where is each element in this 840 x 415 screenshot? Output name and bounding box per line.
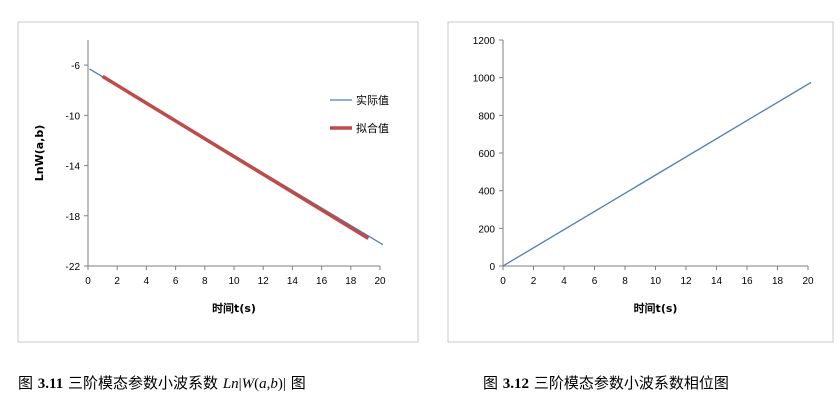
right-x-axis-label: 时间t(s) <box>634 301 678 315</box>
right-caption-text: 三阶模态参数小波系数相位图 <box>533 374 729 392</box>
right-y-tick-label: 1200 <box>473 36 496 47</box>
left-legend-label-1: 拟合值 <box>356 121 389 135</box>
right-y-tick-label: 1000 <box>473 74 496 85</box>
left-x-tick-label: 6 <box>173 276 179 287</box>
left-y-tick-label: -18 <box>66 212 81 223</box>
left-x-tick-label: 8 <box>202 276 208 287</box>
left-x-tick-label: 16 <box>316 276 328 287</box>
left-y-axis-label: LnW(a,b) <box>33 125 46 182</box>
left-caption-prefix: 图 <box>18 374 34 392</box>
right-x-tick-label: 14 <box>711 276 723 287</box>
left-y-tick-label: -22 <box>66 262 81 273</box>
right-x-tick-label: 20 <box>802 276 814 287</box>
right-series-line-0 <box>502 81 812 267</box>
right-x-tick-label: 10 <box>650 276 662 287</box>
right-x-tick-label: 4 <box>561 276 567 287</box>
left-x-tick-label: 4 <box>144 276 150 287</box>
right-y-tick-label: 800 <box>478 111 495 122</box>
left-x-tick-label: 18 <box>345 276 357 287</box>
left-caption-num: 3.11 <box>37 376 64 392</box>
left-y-tick-label: -10 <box>66 111 81 122</box>
left-x-tick-label: 2 <box>114 276 120 287</box>
right-chart-frame <box>447 21 834 343</box>
left-caption-formula: Ln|W(a,b)| <box>222 376 286 392</box>
right-y-tick-label: 0 <box>489 262 495 273</box>
left-y-tick-label: -14 <box>66 162 81 173</box>
left-x-tick-label: 14 <box>287 276 299 287</box>
left-caption: 图 3.11 三阶模态参数小波系数 Ln|W(a,b)| 图 <box>18 372 306 393</box>
left-chart: 0 2 4 6 8 10 12 14 16 18 20 -6 -10 -14 -18 -22 时间t(s) LnW… <box>33 40 389 315</box>
left-x-tick-label: 0 <box>85 276 91 287</box>
right-x-tick-label: 8 <box>622 276 628 287</box>
left-caption-suffix: 图 <box>290 374 306 392</box>
left-y-tick-label: -6 <box>71 61 80 72</box>
right-x-tick-label: 2 <box>531 276 537 287</box>
right-caption-num: 3.12 <box>502 376 530 392</box>
right-x-tick-label: 6 <box>592 276 598 287</box>
left-x-tick-label: 12 <box>258 276 270 287</box>
right-y-tick-label: 400 <box>478 187 495 198</box>
right-x-tick-label: 16 <box>741 276 753 287</box>
right-caption-prefix: 图 <box>483 374 499 392</box>
right-y-tick-label: 600 <box>478 149 495 160</box>
left-caption-text: 三阶模态参数小波系数 <box>68 374 219 392</box>
right-y-tick-label: 200 <box>478 224 495 235</box>
right-x-tick-label: 0 <box>500 276 506 287</box>
left-legend-label-0: 实际值 <box>356 93 389 107</box>
right-x-tick-label: 18 <box>772 276 784 287</box>
right-caption: 图 3.12 三阶模态参数小波系数相位图 <box>483 372 729 393</box>
right-x-tick-label: 12 <box>680 276 692 287</box>
left-series-line-1 <box>101 74 370 240</box>
left-chart-frame <box>17 21 419 343</box>
left-x-tick-label: 20 <box>374 276 386 287</box>
left-x-tick-label: 10 <box>228 276 240 287</box>
left-x-axis-label: 时间t(s) <box>212 301 256 315</box>
right-chart: 0 2 4 6 8 10 12 14 16 18 20020040060080010001200时间… <box>473 36 814 315</box>
